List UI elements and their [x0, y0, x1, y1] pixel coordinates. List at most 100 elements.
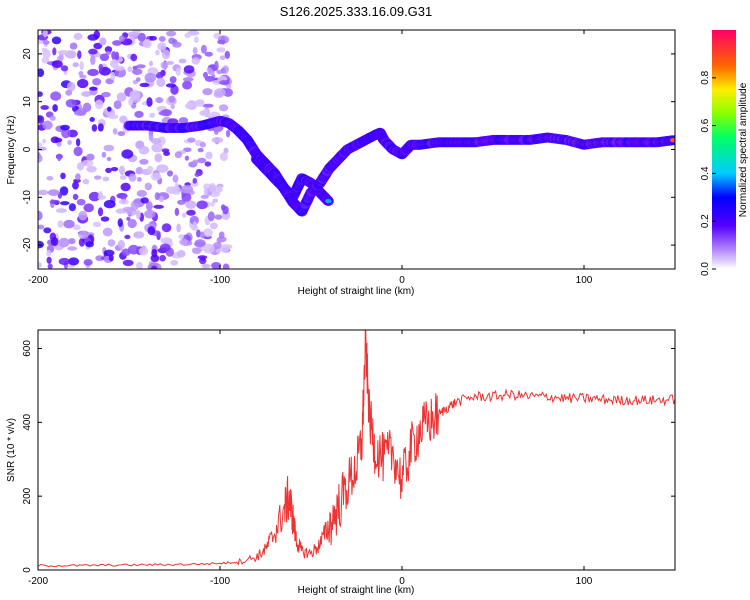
spectrogram-noise-blob	[42, 30, 48, 38]
spectrogram-noise-blob	[155, 72, 164, 79]
spectrogram-noise-blob	[127, 66, 133, 73]
spectrogram-noise-blob	[170, 260, 179, 266]
spectrogram-noise-blob	[222, 65, 229, 74]
spectrogram-noise-blob	[210, 201, 215, 207]
spectrogram-noise-blob	[67, 140, 72, 145]
spectrogram-noise-blob	[93, 42, 103, 50]
spectrogram-y-ticks: -20 -10 0 10 20	[22, 48, 675, 252]
spectrogram-noise-blob	[158, 195, 165, 203]
spectrogram-noise-blob	[181, 192, 192, 202]
spectrogram-noise-blob	[102, 227, 113, 237]
spectrogram-noise-blob	[147, 165, 154, 173]
spectrogram-noise-blob	[38, 68, 45, 77]
spectrogram-noise-blob	[163, 151, 171, 157]
spectrogram-noise-blob	[127, 31, 140, 37]
spectrogram-noise-blob	[82, 178, 90, 185]
snr-y-tick-label: 0	[22, 567, 33, 573]
spectrogram-noise-blob	[113, 100, 122, 110]
spectrogram-noise-blob	[204, 51, 213, 57]
spectrogram-noise-blob	[226, 84, 232, 89]
spectrogram-noise-blob	[144, 209, 156, 219]
spectrogram-y-tick-label: -10	[22, 190, 33, 205]
spectrogram-noise-blob	[182, 77, 194, 82]
spectrogram-noise-blob	[192, 177, 198, 184]
spectrogram-noise-blob	[133, 231, 145, 239]
spectrogram-noise-blob	[128, 97, 134, 106]
spectrogram-noise-blob	[161, 49, 171, 60]
spectrogram-noise-blob	[126, 216, 131, 221]
snr-y-ticks: 0 200 400 600	[22, 340, 675, 573]
spectrogram-noise-blob	[149, 60, 153, 67]
snr-y-tick-label: 600	[22, 340, 33, 357]
spectrogram-noise-blob	[72, 62, 79, 68]
spectrogram-noise-blob	[81, 91, 92, 97]
spectrogram-noise-blob	[104, 46, 113, 53]
spectrogram-noise-blob	[223, 88, 233, 97]
spectrogram-noise-blob	[52, 104, 58, 112]
spectrogram-noise-blob	[155, 97, 164, 103]
spectrogram-noise-blob	[216, 69, 223, 75]
spectrogram-noise-blob	[134, 110, 144, 118]
spectrogram-noise-blob	[148, 131, 154, 142]
spectrogram-noise-blob	[110, 59, 119, 68]
spectrogram-noise-blob	[119, 175, 127, 180]
spectrogram-noise-blob	[178, 58, 187, 64]
spectrogram-noise-blob	[108, 113, 119, 120]
spectrogram-noise-blob	[127, 244, 140, 255]
spectrogram-noise-blob	[47, 189, 60, 197]
spectrogram-noise-blob	[97, 123, 104, 132]
spectrogram-noise-blob	[49, 199, 60, 204]
spectrogram-noise-blob	[117, 218, 124, 228]
spectrogram-noise-blob	[74, 109, 86, 116]
spectrogram-noise-blob	[111, 51, 117, 60]
spectrogram-noise-blob	[67, 246, 78, 251]
spectrogram-noise-blob	[107, 239, 116, 247]
spectrogram-noise-blob	[200, 256, 206, 262]
spectrogram-noise-blob	[158, 36, 166, 42]
spectrogram-noise-blob	[38, 224, 45, 230]
spectrogram-noise-blob	[140, 197, 149, 204]
colorbar-tick-label: 0.4	[700, 166, 711, 180]
spectrogram-noise-blob	[150, 138, 162, 145]
snr-x-tick-label: -100	[210, 576, 230, 587]
spectrogram-noise-blob	[116, 92, 127, 102]
spectrogram-noise-blob	[217, 185, 223, 193]
spectrogram-noise-blob	[169, 76, 177, 84]
spectrogram-noise-blob	[50, 91, 62, 101]
spectrogram-noise-blob	[54, 137, 63, 143]
spectrogram-noise-blob	[178, 234, 185, 239]
spectrogram-noise-blob	[68, 203, 76, 212]
spectrogram-noise-blob	[59, 186, 69, 196]
spectrogram-noise-blob	[91, 124, 98, 132]
spectrogram-noise-blob	[172, 41, 182, 48]
spectrogram-noise-blob	[170, 104, 175, 110]
spectrogram-noise-blob	[150, 172, 162, 181]
spectrogram-noise-blob	[178, 117, 189, 125]
spectrogram-y-tick-label: -20	[22, 237, 33, 252]
snr-y-axis-label: SNR (10 * v/v)	[6, 418, 17, 482]
spectrogram-noise-blob	[186, 209, 196, 216]
spectrogram-noise-blob	[66, 81, 76, 92]
spectrogram-noise-blob	[124, 234, 131, 240]
spectrogram-noise-blob	[159, 254, 167, 262]
spectrogram-noise-blob	[73, 32, 83, 41]
spectrogram-noise-blob	[72, 193, 79, 200]
spectrogram-noise-blob	[191, 57, 201, 65]
spectrogram-noise-blob	[184, 155, 189, 161]
spectrogram-noise-blob	[187, 137, 196, 143]
spectrogram-noise-blob	[149, 35, 158, 41]
spectrogram-noise-blob	[42, 138, 47, 144]
spectrogram-noise-blob	[38, 142, 43, 147]
spectrogram-noise-blob	[38, 210, 43, 221]
spectrogram-noise-blob	[192, 159, 199, 165]
spectrogram-noise-blob	[184, 32, 191, 38]
spectrogram-noise-blob	[85, 241, 94, 248]
spectrogram-noise-blob	[156, 164, 169, 173]
spectrogram-noise-blob	[151, 143, 163, 153]
spectrogram-noise-blob	[189, 215, 199, 225]
spectrogram-noise-blob	[118, 199, 129, 205]
spectrogram-noise-blob	[219, 55, 226, 60]
snr-x-tick-label: 0	[399, 576, 405, 587]
spectrogram-noise-blob	[216, 237, 222, 245]
